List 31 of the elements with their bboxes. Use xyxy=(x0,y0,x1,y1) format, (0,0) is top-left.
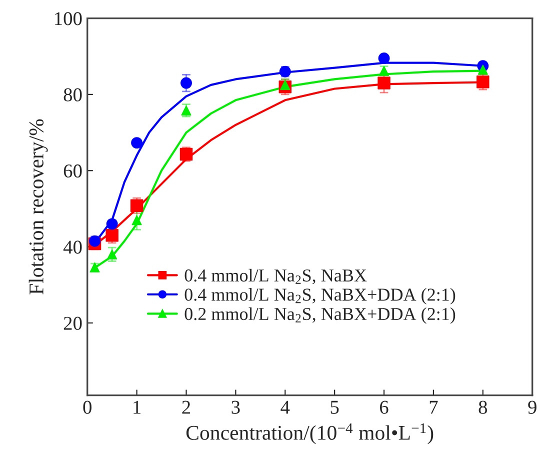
x-tick-label: 8 xyxy=(478,400,488,414)
x-tick-label: 7 xyxy=(430,400,438,414)
point xyxy=(478,64,488,75)
point xyxy=(106,218,118,230)
legend-label: 0.4 mmol/L Na$_{2}$S, NaBX xyxy=(184,268,367,284)
x-tick-label: 2 xyxy=(182,400,190,414)
point xyxy=(90,262,100,272)
x-tick-label: 3 xyxy=(232,400,240,414)
x-tick-label: 4 xyxy=(280,400,290,414)
point xyxy=(180,77,192,89)
y-axis-title: Flotation recovery/% xyxy=(28,119,48,294)
x-tick-label: 5 xyxy=(330,400,339,414)
point xyxy=(476,76,490,88)
y-tick-label: 80 xyxy=(64,88,82,102)
point xyxy=(378,52,390,64)
x-tick-label: 6 xyxy=(380,400,388,414)
legend-label: 0.4 mmol/L Na$_{2}$S, NaBX+DDA (2:1) xyxy=(184,288,456,304)
x-tick-label: 1 xyxy=(134,400,140,414)
y-tick-label: 20 xyxy=(64,316,82,330)
point xyxy=(132,215,142,226)
point xyxy=(89,235,101,247)
x-tick-label: 9 xyxy=(528,400,536,414)
x-tick-label: 0 xyxy=(83,400,92,414)
y-tick-label: 100 xyxy=(55,12,82,26)
y-tick-label: 60 xyxy=(64,164,82,178)
x-axis-title: Concentration/(10$^{−4}$ mol•L$^{−1}$) xyxy=(186,423,434,444)
point xyxy=(378,76,390,90)
y-tick-label: 40 xyxy=(63,240,82,254)
legend-label: 0.2 mmol/L Na$_{2}$S, NaBX+DDA (2:1) xyxy=(184,307,456,324)
point xyxy=(107,249,118,260)
point xyxy=(131,137,143,149)
